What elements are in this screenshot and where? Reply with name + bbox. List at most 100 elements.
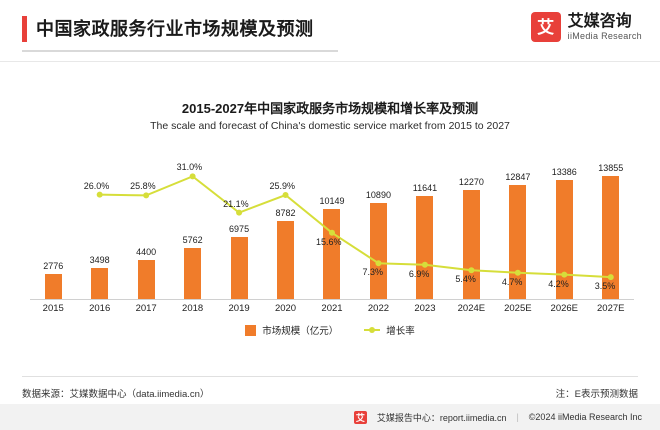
line-point [282, 192, 289, 199]
growth-rate-label: 26.0% [83, 180, 110, 191]
x-axis-tick-label: 2018 [182, 303, 204, 314]
chart-plot-area: 2776 3498 4400 5762 6975 8782 10149 10890 11641 1… [30, 140, 634, 300]
x-axis-tick-label: 2019 [228, 303, 250, 314]
bar-item: 12270 [448, 177, 494, 299]
growth-rate-label: 31.0% [176, 162, 203, 173]
x-axis-tick-label: 2022 [367, 303, 390, 314]
line-point [143, 192, 150, 199]
growth-rate-label: 21.1% [223, 198, 249, 209]
footer-report-site: 艾媒报告中心：report.iimedia.cn [376, 412, 507, 423]
line-path [99, 175, 611, 279]
header-accent-bar [22, 16, 27, 42]
chart-subtitle: The scale and forecast of China's domest… [150, 120, 510, 132]
line-point [607, 274, 614, 281]
bar-item: 5762 [169, 235, 215, 299]
line-point [96, 191, 103, 198]
chart-title: 2015-2027年中国家政服务市场规模和增长率及预测 [181, 101, 479, 116]
line-point [189, 173, 196, 180]
growth-rate-label: 5.4% [455, 274, 476, 285]
growth-rate-label: 3.5% [594, 281, 616, 292]
line-point [421, 261, 428, 268]
bar-value-label: 4400 [136, 247, 157, 258]
bar-value-label: 5762 [182, 234, 203, 245]
bar-value-label: 2776 [43, 261, 64, 272]
footer-brand-icon: 艾 [353, 410, 367, 424]
page-title: 中国家政服务行业市场规模及预测 [36, 19, 314, 39]
x-axis-tick-label: 2016 [89, 303, 111, 314]
bar-value-label: 12847 [505, 172, 531, 183]
x-axis-tick-label: 2026E [550, 303, 579, 314]
bar-item: 13386 [541, 167, 587, 299]
line-point [375, 260, 382, 267]
x-axis-tick-label: 2020 [274, 303, 297, 314]
x-axis-tick-label: 2025E [504, 303, 532, 314]
chart-legend: 市场规模（亿元） 增长率 [0, 323, 660, 337]
line-point [236, 209, 243, 216]
bar-item: 10149 [309, 196, 355, 299]
bar-value-label: 6975 [229, 224, 250, 235]
brand-logo: 艾 艾媒咨询 iiMedia Research [530, 12, 642, 42]
bar-item: 11641 [402, 183, 448, 299]
bar-value-label: 10890 [365, 189, 391, 200]
bar-value-label: 11641 [412, 182, 438, 193]
growth-rate-label: 15.6% [316, 236, 342, 247]
legend-label-line: 增长率 [386, 326, 415, 337]
bar-item: 10890 [355, 190, 401, 299]
header-underline [22, 50, 338, 52]
legend-label-bar: 市场规模（亿元） [262, 326, 339, 337]
growth-rate-label: 25.8% [130, 181, 156, 192]
page-header: 中国家政服务行业市场规模及预测 艾 艾媒咨询 iiMedia Research [0, 0, 660, 62]
x-axis-tick-label: 2023 [414, 303, 436, 314]
bar-value-label: 8782 [275, 208, 296, 219]
bar-rect [137, 260, 155, 299]
growth-rate-label: 25.9% [269, 181, 296, 192]
growth-rate-label: 6.9% [408, 268, 430, 279]
growth-rate-label: 4.2% [548, 278, 569, 289]
bar-rect [509, 185, 527, 299]
x-axis-tick-label: 2024E [457, 303, 486, 314]
brand-name-cn: 艾媒咨询 [567, 12, 632, 30]
bar-value-label: 12270 [458, 177, 484, 188]
line-point [468, 267, 475, 274]
x-axis-tick-label: 2027E [597, 303, 625, 314]
line-point [561, 271, 568, 278]
bar-item: 3498 [76, 255, 122, 299]
line-point [329, 229, 335, 236]
bar-series: 2776 3498 4400 5762 6975 8782 10149 10890 11641 1… [30, 140, 634, 299]
bar-item: 6975 [216, 224, 262, 299]
legend-item-line: 增长率 [364, 323, 415, 337]
bar-rect [91, 268, 109, 299]
bar-rect [462, 190, 480, 299]
footer-copyright: ©2024 iiMedia Research Inc [528, 412, 642, 422]
growth-rate-line [96, 173, 614, 281]
x-axis-ticks: 2015 2016 2017 2018 2019 2020 2021 2022 2023 2024… [30, 303, 634, 319]
growth-rate-label: 7.3% [362, 267, 383, 278]
growth-rate-label: 4.7% [501, 276, 523, 287]
x-axis-tick-label: 2017 [135, 303, 157, 314]
x-axis-tick-label: 2015 [42, 303, 64, 314]
bar-rect [277, 221, 295, 299]
bar-item: 4400 [123, 247, 169, 299]
bar-rect [602, 176, 620, 299]
line-point [514, 269, 521, 276]
x-axis-line [30, 299, 634, 300]
bar-rect [555, 180, 573, 299]
data-source-note: 数据来源：艾媒数据中心（data.iimedia.cn） [22, 389, 210, 400]
bar-rect [184, 247, 202, 299]
bar-item: 12847 [495, 172, 541, 299]
bar-value-label: 10149 [319, 196, 345, 207]
bar-item: 8782 [262, 208, 308, 299]
bar-rect [416, 195, 434, 299]
bar-value-label: 13855 [598, 163, 624, 174]
legend-item-bar: 市场规模（亿元） [245, 323, 338, 337]
bar-value-label: 3498 [89, 255, 110, 266]
legend-swatch-line-icon [364, 327, 381, 333]
bar-rect [230, 237, 248, 299]
brand-mark-icon: 艾 [530, 12, 561, 42]
bar-rect [44, 274, 62, 299]
legend-swatch-bar-icon [245, 324, 257, 336]
bar-value-label: 13386 [551, 167, 577, 178]
forecast-note: 注：E表示预测数据 [555, 389, 638, 400]
bar-rect [369, 202, 387, 299]
bar-item: 2776 [30, 261, 76, 299]
